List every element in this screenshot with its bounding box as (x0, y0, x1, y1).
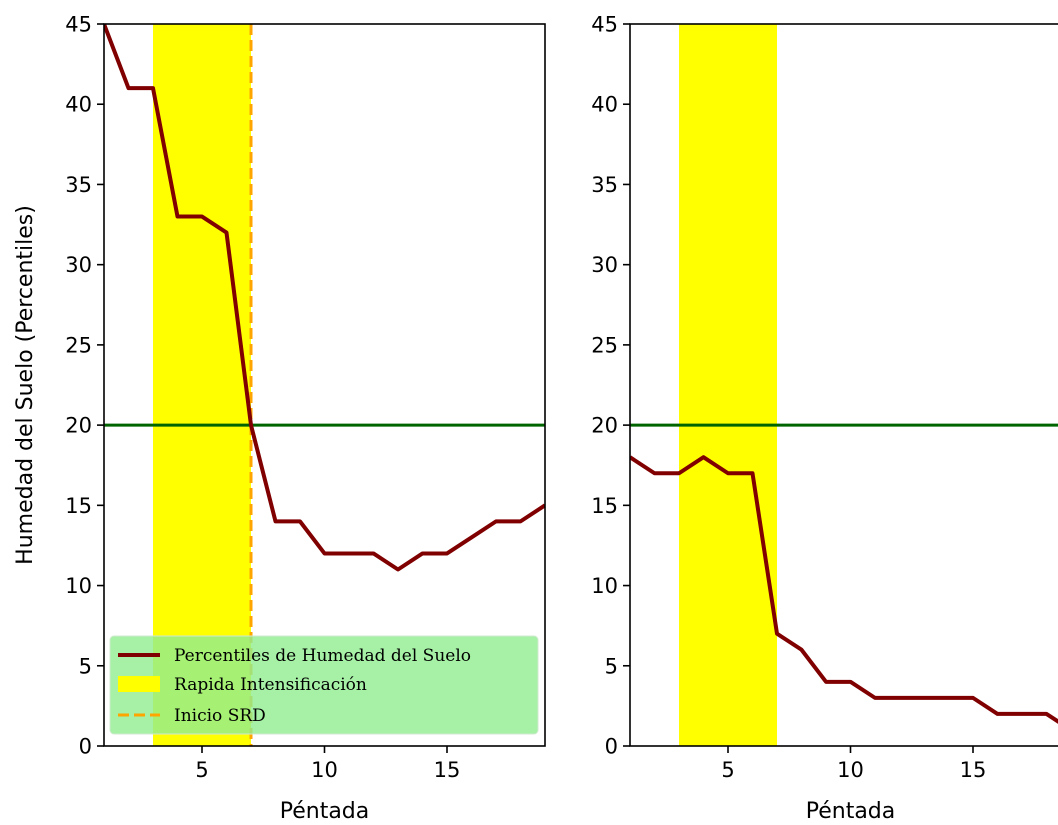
y-tick-label: 45 (65, 13, 92, 37)
x-tick-label: 5 (195, 758, 208, 782)
legend-swatch-band (118, 676, 160, 692)
x-tick-label: 5 (721, 758, 734, 782)
x-tick-label: 10 (837, 758, 864, 782)
rapid-intensification-band (153, 24, 251, 746)
y-tick-label: 25 (591, 333, 618, 357)
y-axis-label: Humedad del Suelo (Percentiles) (13, 205, 38, 565)
x-tick-label: 15 (960, 758, 987, 782)
plot-area (104, 24, 545, 746)
y-tick-label: 30 (591, 253, 618, 277)
legend-entry-0: Percentiles de Humedad del Suelo (174, 646, 471, 666)
y-tick-label: 15 (65, 494, 92, 518)
y-tick-label: 40 (591, 93, 618, 117)
legend: Percentiles de Humedad del Suelo Rapida I… (109, 635, 539, 735)
series-line-0 (630, 455, 1058, 724)
y-tick-label: 5 (79, 654, 92, 678)
y-tick-label: 35 (65, 173, 92, 197)
y-tick-label: 30 (65, 253, 92, 277)
y-tick-label: 25 (65, 333, 92, 357)
plot-area (630, 24, 1058, 746)
legend-entry-1: Rapida Intensificación (174, 675, 367, 695)
y-tick-label: 35 (591, 173, 618, 197)
y-tick-label: 20 (65, 414, 92, 438)
y-tick-label: 10 (591, 574, 618, 598)
y-tick-label: 5 (605, 654, 618, 678)
legend-box (109, 635, 539, 735)
y-tick-label: 20 (591, 414, 618, 438)
y-tick-label: 45 (591, 13, 618, 37)
legend-entry-2: Inicio SRD (174, 706, 266, 726)
y-tick-label: 0 (605, 735, 618, 759)
y-tick-label: 10 (65, 574, 92, 598)
y-tick-label: 0 (79, 735, 92, 759)
x-axis-label: Péntada (806, 799, 896, 824)
x-tick-label: 15 (434, 758, 461, 782)
left-chart-panel: 0 5 10 15 20 25 30 35 40 45 5 10 15 Péntada Humedad de… (13, 13, 546, 824)
x-tick-label: 10 (311, 758, 338, 782)
rapid-intensification-band (679, 24, 777, 746)
x-axis-label: Péntada (280, 799, 370, 824)
right-chart-panel: 0 5 10 15 20 25 30 35 40 45 5 10 15 Péntada (591, 13, 1058, 824)
series-line-0 (104, 24, 545, 572)
y-tick-label: 40 (65, 93, 92, 117)
y-tick-label: 15 (591, 494, 618, 518)
